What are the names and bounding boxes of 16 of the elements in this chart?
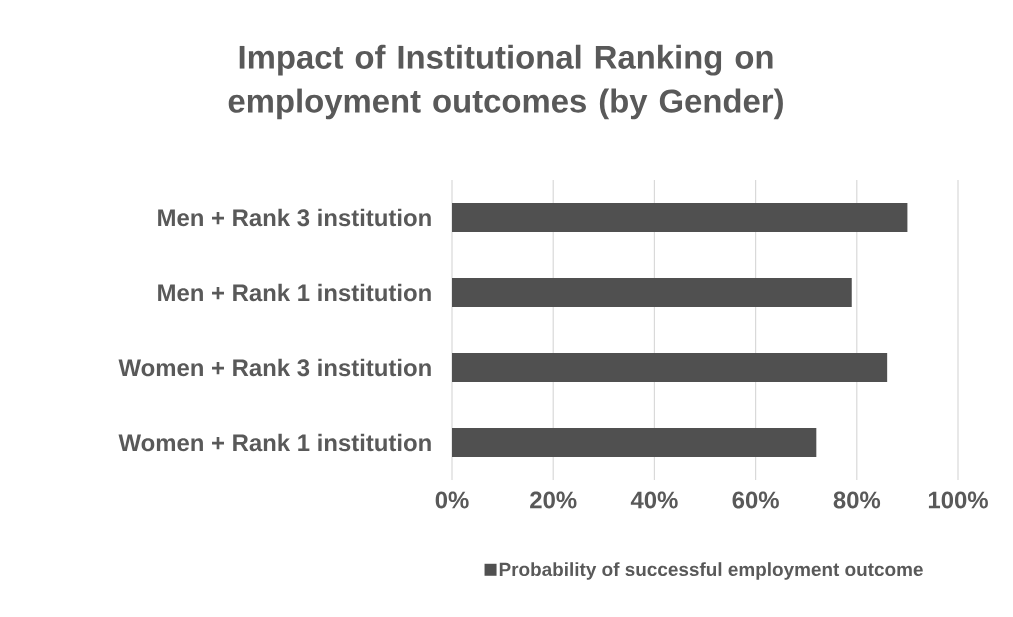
bar [452,202,908,232]
x-tick-label: 40% [630,491,678,509]
x-tick-label: 80% [833,491,881,509]
x-tick-label: 0% [435,491,469,509]
x-tick-label: 100% [928,491,988,509]
bar [452,277,852,307]
bar [452,427,817,457]
legend-label: Probability of successful employment outcome [499,562,923,580]
x-tick-label: 60% [732,491,779,509]
y-tick-label: Men + Rank 3 institution [158,208,431,227]
chart-title: Impact of Institutional Ranking on employment outcomes (by Gender) [228,44,783,120]
y-tick-label: Men + Rank 1 institution [158,283,431,302]
x-tick-label: 20% [530,491,577,509]
y-tick-label: Women + Rank 1 institution [118,433,431,452]
bar [452,352,888,382]
y-tick-label: Women + Rank 3 institution [118,358,431,377]
